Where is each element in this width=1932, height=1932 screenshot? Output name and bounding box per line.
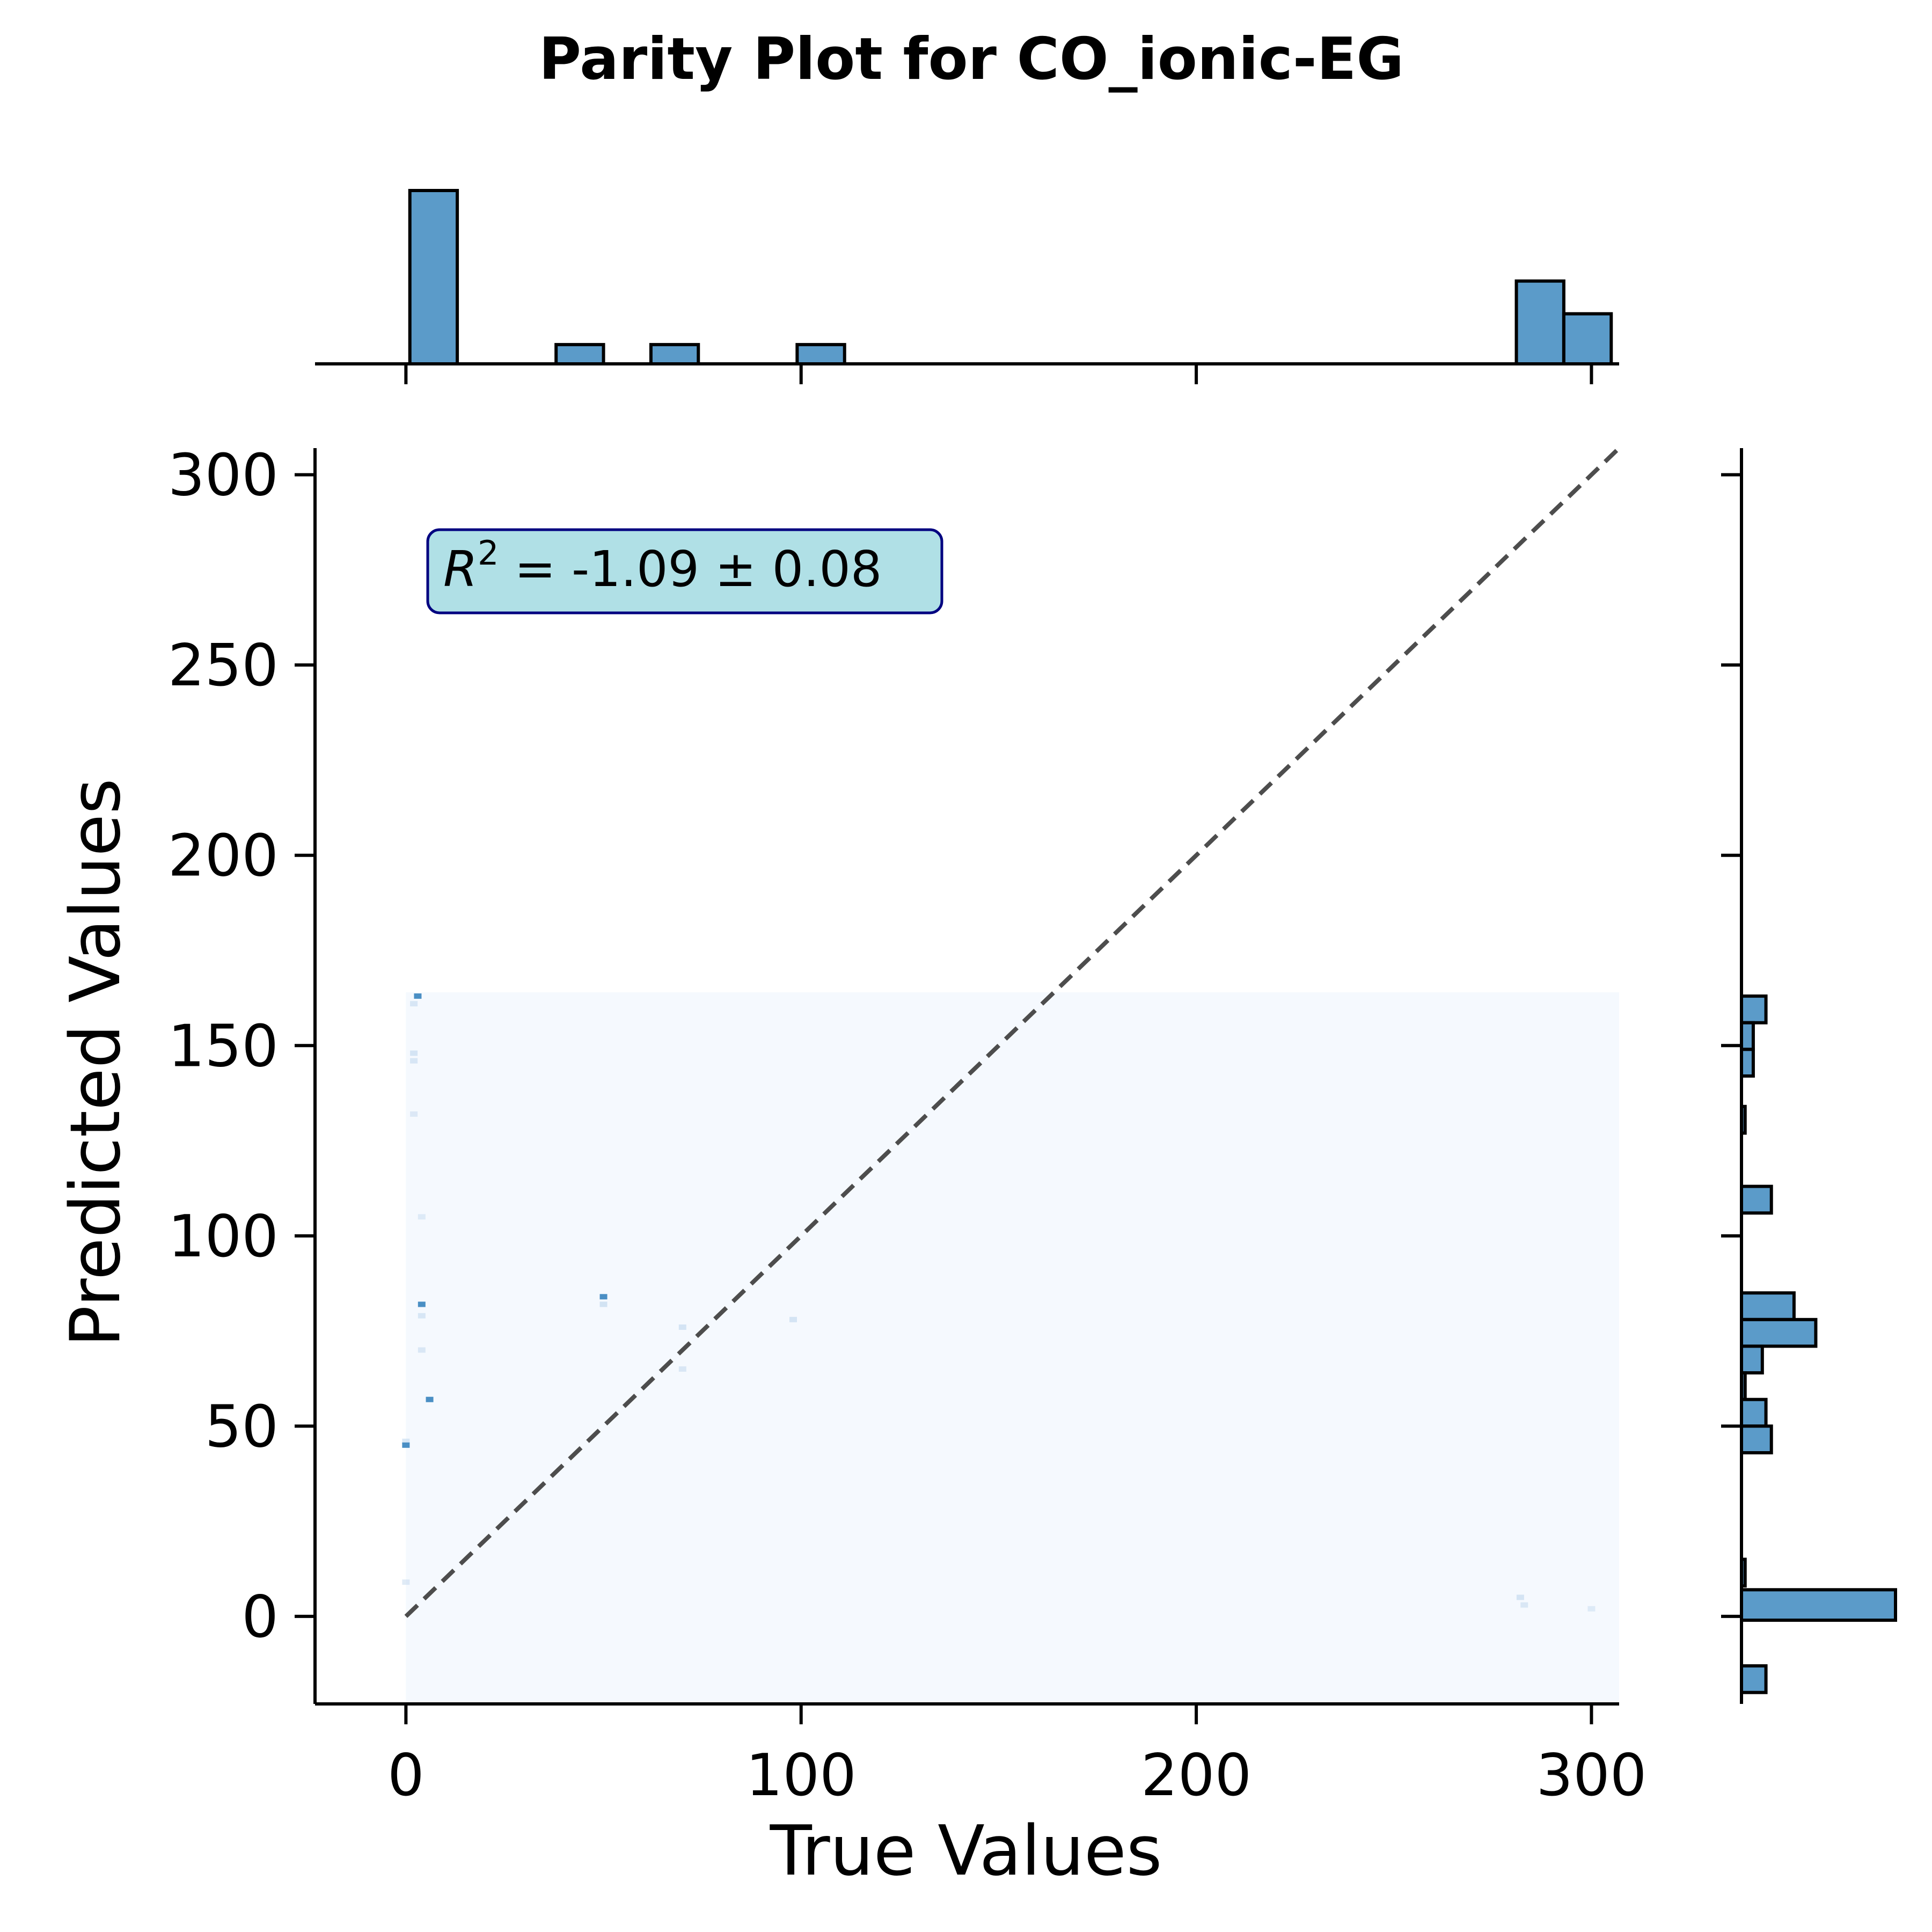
data-point <box>418 1347 426 1353</box>
x-tick-label: 0 <box>387 1742 425 1809</box>
right-hist-bar <box>1740 1424 1773 1454</box>
data-point <box>418 1313 426 1319</box>
y-tick-label: 250 <box>168 632 279 699</box>
y-tick-label: 200 <box>168 823 279 890</box>
right-hist-bar <box>1740 1397 1768 1428</box>
right-hist-bar <box>1740 1184 1773 1215</box>
top-hist-bar <box>649 343 700 365</box>
y-tick-label: 0 <box>241 1584 279 1651</box>
y-axis-label: Predicted Values <box>56 778 136 1347</box>
y-tick-label: 300 <box>168 442 279 509</box>
x-axis-label: True Values <box>770 1811 1162 1891</box>
top-hist-bar <box>408 189 459 365</box>
right-hist-bar <box>1740 1588 1897 1622</box>
data-point <box>414 993 422 999</box>
data-point <box>426 1396 434 1402</box>
top-hist-bar <box>1562 312 1613 366</box>
x-tick-label: 300 <box>1536 1742 1646 1809</box>
main-plot-area: 0 100 200 300 0 50 100 150 200 250 300 R2 = -1.09 ±… <box>168 442 1647 1809</box>
data-point <box>402 1579 410 1585</box>
data-point <box>418 1301 426 1307</box>
data-point <box>599 1294 608 1300</box>
data-point <box>402 1442 410 1448</box>
data-point <box>410 1111 418 1117</box>
y-tick-label: 150 <box>168 1013 279 1080</box>
right-hist-bar <box>1740 1318 1818 1348</box>
density-region <box>406 992 1619 1704</box>
r2-annotation-text: R2 = -1.09 ± 0.08 <box>443 533 882 598</box>
data-point <box>678 1324 686 1330</box>
data-point <box>418 1214 426 1220</box>
right-hist-bar <box>1740 1291 1796 1321</box>
top-hist-bar <box>795 343 846 365</box>
data-point <box>1587 1606 1596 1612</box>
data-point <box>410 1058 418 1064</box>
r2-value: = -1.09 ± 0.08 <box>499 540 882 598</box>
r2-annotation-box <box>426 528 943 614</box>
top-hist-bar <box>554 343 605 365</box>
y-tick-label: 50 <box>205 1393 279 1460</box>
right-hist-bar <box>1740 994 1768 1024</box>
x-tick-label: 100 <box>746 1742 857 1809</box>
data-point <box>599 1301 608 1307</box>
right-hist-bar <box>1740 1344 1764 1375</box>
right-hist-bar <box>1740 1048 1755 1078</box>
data-point <box>410 1050 418 1056</box>
top-hist-bar <box>1514 279 1565 366</box>
chart-title: Parity Plot for CO_ionic-EG <box>539 26 1404 93</box>
right-histogram <box>1721 448 1897 1704</box>
right-hist-bar <box>1740 1021 1755 1051</box>
data-point <box>1520 1602 1528 1608</box>
data-point <box>402 1438 410 1444</box>
x-tick-label: 200 <box>1141 1742 1252 1809</box>
data-point <box>789 1316 797 1322</box>
y-tick-label: 100 <box>168 1203 279 1270</box>
top-histogram <box>315 189 1619 384</box>
r2-symbol: R <box>443 540 478 598</box>
data-point <box>678 1366 686 1372</box>
r2-annotation: R2 = -1.09 ± 0.08 <box>426 528 943 614</box>
right-hist-bar <box>1740 1664 1768 1694</box>
r2-superscript: 2 <box>478 533 499 573</box>
data-point <box>1516 1594 1524 1600</box>
parity-line <box>404 447 1621 1618</box>
data-point <box>410 1001 418 1007</box>
